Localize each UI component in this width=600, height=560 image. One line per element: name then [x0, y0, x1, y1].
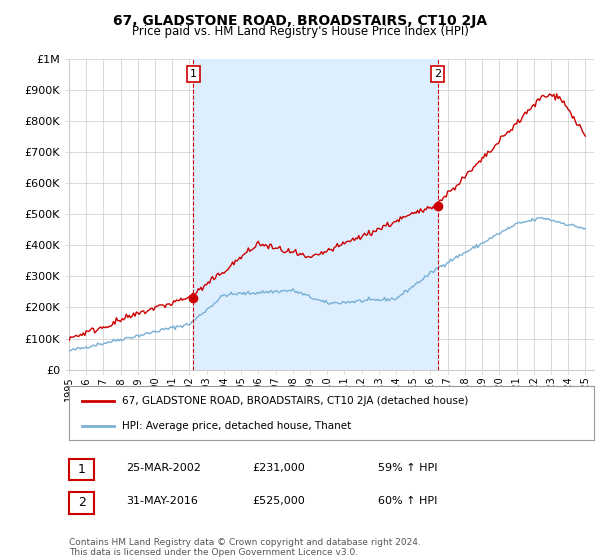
Text: 67, GLADSTONE ROAD, BROADSTAIRS, CT10 2JA: 67, GLADSTONE ROAD, BROADSTAIRS, CT10 2J… — [113, 14, 487, 28]
Text: 67, GLADSTONE ROAD, BROADSTAIRS, CT10 2JA (detached house): 67, GLADSTONE ROAD, BROADSTAIRS, CT10 2J… — [121, 396, 468, 407]
Bar — [193, 59, 438, 370]
Text: HPI: Average price, detached house, Thanet: HPI: Average price, detached house, Than… — [121, 421, 351, 431]
Text: 60% ↑ HPI: 60% ↑ HPI — [378, 496, 437, 506]
Text: 25-MAR-2002: 25-MAR-2002 — [126, 463, 201, 473]
Text: 1: 1 — [77, 463, 86, 476]
Text: 59% ↑ HPI: 59% ↑ HPI — [378, 463, 437, 473]
Text: 2: 2 — [77, 496, 86, 510]
Text: £231,000: £231,000 — [252, 463, 305, 473]
Text: 31-MAY-2016: 31-MAY-2016 — [126, 496, 198, 506]
Text: Contains HM Land Registry data © Crown copyright and database right 2024.
This d: Contains HM Land Registry data © Crown c… — [69, 538, 421, 557]
Text: 2: 2 — [434, 69, 441, 80]
Text: 1: 1 — [190, 69, 197, 80]
Text: £525,000: £525,000 — [252, 496, 305, 506]
Text: Price paid vs. HM Land Registry's House Price Index (HPI): Price paid vs. HM Land Registry's House … — [131, 25, 469, 38]
